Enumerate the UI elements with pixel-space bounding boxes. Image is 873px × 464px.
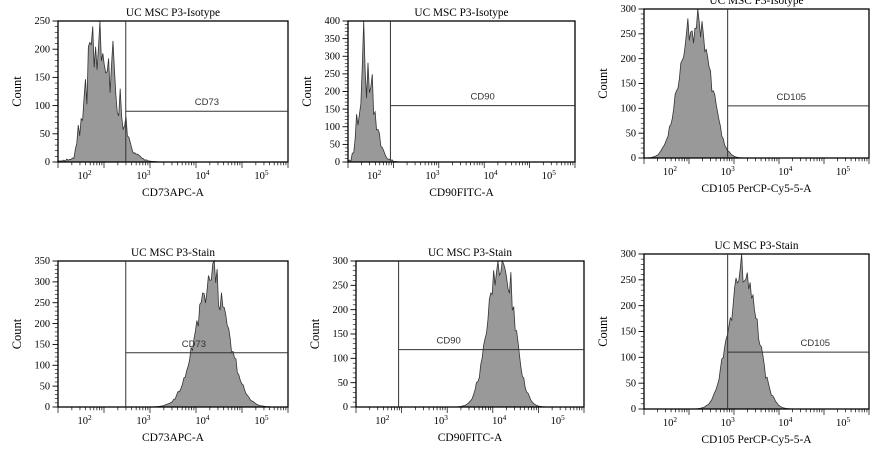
svg-text:CD73APC-A: CD73APC-A	[142, 432, 205, 444]
svg-text:200: 200	[621, 54, 636, 65]
svg-text:CD105: CD105	[801, 338, 831, 349]
svg-text:CD73: CD73	[182, 339, 206, 350]
svg-text:0: 0	[343, 402, 348, 413]
svg-text:50: 50	[626, 378, 636, 389]
svg-text:300: 300	[325, 51, 340, 62]
svg-text:CD105: CD105	[776, 92, 806, 103]
svg-text:200: 200	[621, 301, 636, 312]
svg-text:50: 50	[330, 140, 340, 151]
svg-text:CD73APC-A: CD73APC-A	[142, 187, 205, 199]
svg-text:350: 350	[325, 34, 340, 45]
svg-text:250: 250	[621, 29, 636, 40]
svg-text:CD90FITC-A: CD90FITC-A	[429, 187, 494, 199]
svg-text:UC MSC P3-Isotype: UC MSC P3-Isotype	[414, 7, 508, 19]
svg-text:150: 150	[621, 79, 636, 90]
svg-text:CD73: CD73	[195, 97, 219, 108]
svg-text:Count: Count	[10, 318, 24, 349]
svg-text:250: 250	[35, 16, 50, 27]
svg-text:150: 150	[621, 327, 636, 338]
svg-text:300: 300	[621, 249, 636, 260]
svg-text:150: 150	[333, 329, 348, 340]
svg-text:CD105 PerCP-Cy5-5-A: CD105 PerCP-Cy5-5-A	[701, 434, 812, 446]
svg-text:Count: Count	[300, 76, 314, 107]
svg-text:400: 400	[325, 16, 340, 27]
svg-text:150: 150	[325, 104, 340, 115]
svg-text:UC MSC P3-Stain: UC MSC P3-Stain	[714, 240, 798, 252]
svg-text:300: 300	[621, 4, 636, 15]
svg-text:CD105 PerCP-Cy5-5-A: CD105 PerCP-Cy5-5-A	[701, 183, 812, 195]
svg-text:200: 200	[35, 44, 50, 55]
svg-text:0: 0	[45, 157, 50, 168]
svg-text:50: 50	[40, 381, 50, 392]
svg-text:200: 200	[325, 87, 340, 98]
svg-text:300: 300	[333, 256, 348, 267]
svg-text:100: 100	[621, 104, 636, 115]
svg-text:100: 100	[621, 353, 636, 364]
svg-text:100: 100	[333, 354, 348, 365]
svg-text:200: 200	[35, 319, 50, 330]
svg-text:350: 350	[35, 256, 50, 267]
svg-text:200: 200	[333, 305, 348, 316]
svg-text:Count: Count	[308, 318, 322, 349]
svg-text:100: 100	[35, 101, 50, 112]
svg-text:300: 300	[35, 277, 50, 288]
svg-text:0: 0	[631, 404, 636, 415]
svg-text:50: 50	[626, 128, 636, 139]
svg-text:250: 250	[333, 281, 348, 292]
svg-text:UC MSC P3-Stain: UC MSC P3-Stain	[131, 247, 215, 259]
svg-text:250: 250	[325, 69, 340, 80]
svg-text:250: 250	[35, 298, 50, 309]
svg-text:250: 250	[621, 275, 636, 286]
svg-text:150: 150	[35, 340, 50, 351]
svg-text:0: 0	[45, 402, 50, 413]
svg-text:CD90FITC-A: CD90FITC-A	[438, 432, 503, 444]
svg-text:UC MSC P3-Isotype: UC MSC P3-Isotype	[126, 7, 220, 19]
svg-text:Count: Count	[10, 76, 24, 107]
svg-text:CD90: CD90	[471, 92, 495, 103]
svg-text:100: 100	[325, 122, 340, 133]
svg-text:150: 150	[35, 73, 50, 84]
svg-text:0: 0	[335, 157, 340, 168]
svg-text:100: 100	[35, 360, 50, 371]
svg-text:UC MSC P3-Stain: UC MSC P3-Stain	[428, 247, 512, 259]
svg-text:0: 0	[631, 153, 636, 164]
svg-text:CD90: CD90	[437, 336, 461, 347]
svg-text:50: 50	[40, 129, 50, 140]
svg-text:UC MSC P3-Isotype: UC MSC P3-Isotype	[709, 0, 803, 7]
svg-text:Count: Count	[596, 316, 610, 347]
svg-text:50: 50	[338, 378, 348, 389]
svg-text:Count: Count	[596, 68, 610, 99]
